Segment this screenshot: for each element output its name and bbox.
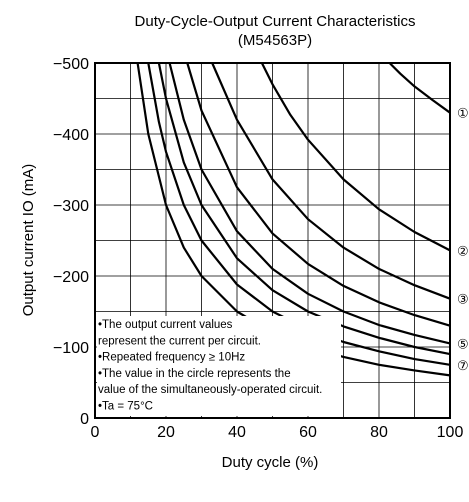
plot-frame [94, 62, 451, 419]
y-tick-label: 0 [80, 411, 89, 428]
series-curve-1 [388, 62, 451, 114]
series-label: ① [457, 106, 469, 121]
y-tick-label: −400 [53, 127, 89, 144]
y-tick-label: −200 [53, 269, 89, 286]
series-curve-4 [186, 62, 451, 327]
x-tick-label: 100 [437, 424, 464, 441]
series-labels: ① ② ③ ⑤ ⑦ [457, 106, 469, 373]
y-tick-label: −100 [53, 340, 89, 357]
x-tick-label: 0 [91, 424, 100, 441]
notes-box: •The output current values represent the… [97, 316, 341, 416]
x-axis-label: Duty cycle (%) [222, 454, 319, 471]
series-curve-2 [260, 62, 451, 252]
note-line: •Ta = 75°C [98, 401, 153, 413]
series-curve-5 [168, 62, 451, 345]
series-curve-6 [157, 62, 451, 356]
y-tick-label: −300 [53, 198, 89, 215]
axis-ticks: 0 20 40 60 80 100 0 −100 −200 −300 −400 −500 [53, 56, 463, 441]
series-curve-7 [147, 62, 451, 366]
y-tick-label: −500 [53, 56, 89, 73]
series-label: ③ [457, 292, 469, 307]
series-label: ⑤ [457, 336, 469, 351]
notes-background [97, 316, 341, 416]
chart-title: Duty-Cycle-Output Current Characteristic… [135, 13, 416, 30]
series-curve-3 [211, 62, 451, 300]
x-tick-label: 60 [299, 424, 317, 441]
note-line: value of the simultaneously-operated cir… [98, 384, 322, 396]
note-line: represent the current per circuit. [98, 335, 261, 347]
x-tick-label: 40 [228, 424, 246, 441]
note-line: •The value in the circle represents the [98, 368, 291, 380]
chart-subtitle: (M54563P) [238, 32, 312, 49]
y-axis-label: Output current IO (mA) [20, 164, 37, 317]
note-line: •The output current values [98, 319, 233, 331]
series-label: ⑦ [457, 358, 469, 373]
x-tick-label: 20 [157, 424, 175, 441]
series-label: ② [457, 243, 469, 258]
note-line: •Repeated frequency ≥ 10Hz [98, 352, 245, 364]
x-tick-label: 80 [370, 424, 388, 441]
